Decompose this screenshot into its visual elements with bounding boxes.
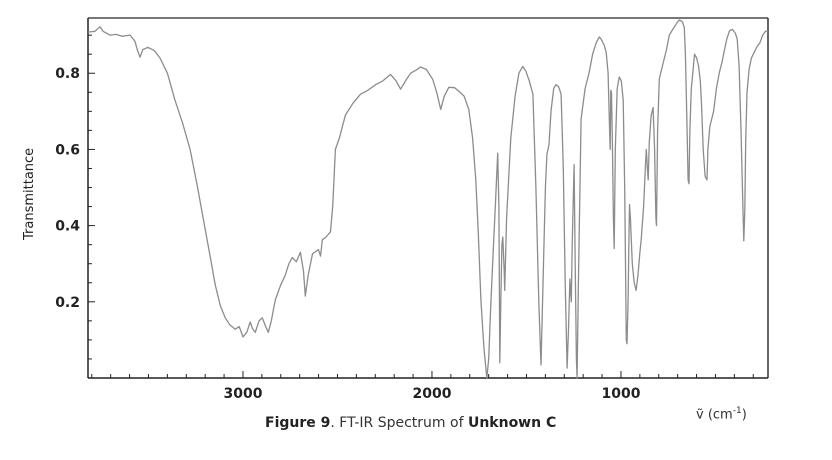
caption-figure-number: Figure 9 — [265, 415, 331, 431]
y-axis: 0.2 0.4 0.6 0.8 — [55, 34, 95, 360]
plot-frame — [87, 17, 769, 379]
caption-text: . FT-IR Spectrum of — [330, 415, 468, 431]
spectrum-line — [87, 19, 768, 379]
y-tick-label: 0.6 — [55, 142, 80, 158]
x-tick-label: 3000 — [223, 386, 262, 402]
caption-sample-name: Unknown C — [467, 415, 557, 431]
x-axis-unit-label: ṽ (cm-1) — [696, 406, 747, 423]
x-tick-label: 1000 — [601, 386, 640, 402]
figure-caption: Figure 9. FT-IR Spectrum of Unknown C — [265, 415, 556, 431]
x-tick-label: 2000 — [412, 386, 451, 402]
y-tick-label: 0.4 — [55, 219, 80, 235]
y-axis-label: Transmittance — [22, 147, 37, 240]
x-axis: 3000 2000 1000 — [91, 371, 754, 402]
wavenumber-symbol: ṽ — [696, 407, 704, 423]
y-tick-label: 0.8 — [55, 66, 80, 82]
y-tick-label: 0.2 — [55, 295, 80, 311]
